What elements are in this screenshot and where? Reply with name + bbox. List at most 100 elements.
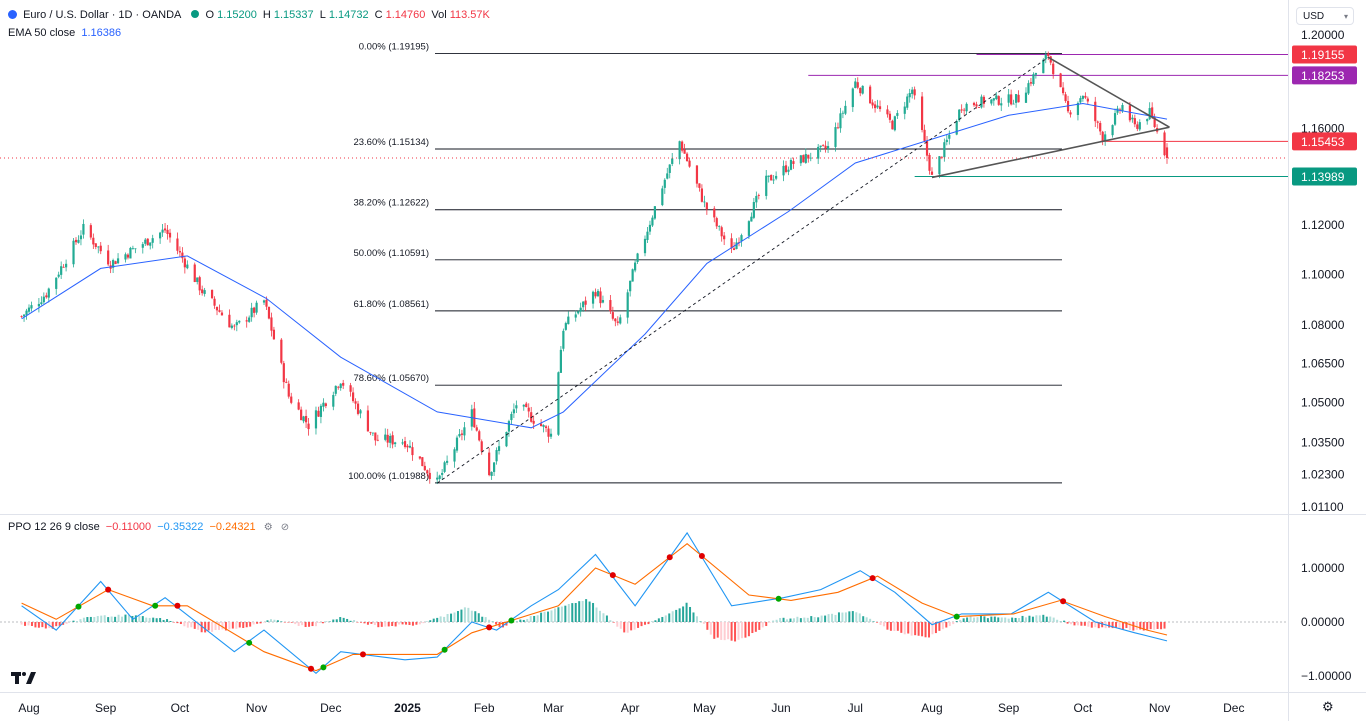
drawings[interactable] [0, 56, 1288, 484]
fibonacci-retracement[interactable]: 0.00% (1.19195) 23.60% (1.15134) 38.20% (1… [348, 42, 1062, 484]
candle-body [584, 300, 587, 305]
ppo-cross-dot [152, 602, 159, 609]
ppo-histogram-bar [436, 617, 439, 622]
ema-50-line [21, 102, 1168, 429]
ppo-histogram-bar [79, 619, 82, 622]
candle-body [30, 305, 33, 309]
candle-body [1014, 94, 1018, 103]
ppo-histogram-bar [827, 614, 830, 622]
ppo-histogram-bar [415, 622, 418, 625]
ppo-histogram-bar [581, 600, 584, 622]
candle-body [218, 310, 221, 312]
ppo-legend[interactable]: PPO 12 26 9 close −0.11000 −0.35322 −0.2… [8, 521, 292, 533]
candle-body [1153, 117, 1156, 128]
ppo-cross-dot [359, 651, 366, 658]
ppo-histogram-bar [858, 613, 861, 622]
candle-body [488, 452, 491, 476]
candle-body [1096, 121, 1099, 123]
candle-body [1012, 103, 1015, 105]
candle-body [351, 392, 355, 402]
ppo-cross-dot [308, 665, 315, 672]
ppo-cross-dot [75, 603, 82, 610]
ppo-histogram-bar [221, 622, 224, 630]
currency-selector[interactable]: USD ▾ [1296, 7, 1354, 25]
ppo-histogram-bar [356, 622, 359, 623]
candle-body [896, 113, 899, 116]
candle-body [636, 253, 639, 262]
settings-icon[interactable]: ⚙ [263, 522, 273, 533]
tradingview-logo-icon[interactable] [11, 670, 37, 691]
candle-body [668, 164, 671, 173]
ppo-histogram-bar [685, 602, 688, 622]
fib-level-label: 23.60% (1.15134) [353, 137, 429, 148]
candle-body [131, 248, 135, 250]
time-tick-label: Sep [998, 701, 1020, 715]
ppo-histogram-bar [398, 622, 401, 625]
ppo-histogram-bar [1108, 622, 1111, 628]
ppo-histogram-bar [443, 616, 446, 622]
ppo-histogram-bar [366, 622, 369, 625]
candle-body [715, 218, 718, 227]
candle-body [423, 465, 426, 471]
candle-body [784, 165, 788, 173]
ppo-histogram-bar [789, 618, 792, 622]
candle-body [79, 235, 83, 240]
ppo-histogram-bar [474, 611, 477, 622]
close-label: C [374, 9, 383, 21]
price-axis[interactable]: 1.20000 1.16000 1.12000 1.10000 1.08000 1.065… [1301, 28, 1352, 683]
ema-legend[interactable]: EMA 50 close 1.16386 [8, 27, 124, 39]
ppo-histogram-bar [924, 622, 927, 638]
ppo-histogram-bar [418, 622, 421, 625]
ppo-histogram-bar [768, 622, 771, 623]
ppo-histogram-bar [408, 622, 411, 626]
candle-body [802, 155, 805, 163]
ppo-histogram-bar [100, 615, 103, 622]
candle-body [1047, 53, 1050, 57]
ppo-histogram-bar [900, 622, 903, 633]
ppo-histogram-bar [335, 619, 338, 622]
ppo-histogram-bar [186, 622, 189, 628]
ppo-histogram-bar [1132, 622, 1135, 631]
symbol-legend[interactable]: Euro / U.S. Dollar · 1D · OANDA O 1.15200… [8, 9, 493, 21]
ppo-histogram-bar [675, 609, 678, 622]
ppo-histogram-bar [1080, 622, 1083, 626]
horizontal-lines[interactable] [808, 53, 1288, 178]
price-tick-label: 1.16000 [1301, 121, 1345, 135]
candle-body [107, 250, 110, 265]
gear-icon[interactable]: ⚙ [1322, 699, 1334, 714]
eye-icon[interactable]: ⊘ [280, 522, 290, 533]
candle-body [594, 292, 597, 297]
candle-body [530, 412, 533, 422]
candle-body [356, 403, 360, 414]
ppo-histogram-bar [179, 622, 182, 625]
candle-body [322, 402, 325, 407]
ppo-histogram-bar [401, 622, 404, 625]
triangle-trend-line [931, 126, 1170, 179]
price-tick-label: 1.01100 [1301, 500, 1344, 514]
candle-body [559, 349, 562, 373]
ppo-histogram-bar [664, 615, 667, 622]
ppo-histogram-bar [799, 618, 802, 622]
ppo-histogram-bar [702, 622, 705, 624]
ppo-histogram-bar [204, 622, 207, 633]
candle-body [421, 457, 424, 467]
ppo-cross-dot [105, 586, 112, 593]
candle-body [574, 314, 577, 318]
market-status-icon [191, 10, 200, 18]
candle-body [248, 317, 251, 322]
ppo-histogram-bar [536, 615, 539, 622]
candle-body [1029, 82, 1033, 84]
candle-body [490, 471, 493, 476]
time-tick-label: Dec [1223, 701, 1244, 715]
ppo-histogram-bar [810, 616, 813, 622]
candle-body [1131, 117, 1134, 120]
ppo-histogram-bar [62, 622, 65, 625]
time-axis[interactable]: Aug Sep Oct Nov Dec 2025 Feb Mar Apr May Jun Jul Aug… [18, 701, 1244, 715]
ppo-histogram-bar [817, 617, 820, 622]
candle-body [72, 240, 75, 265]
ppo-histogram-bar [543, 611, 546, 622]
candle-body [183, 258, 186, 268]
ppo-histogram-bar [89, 616, 92, 622]
